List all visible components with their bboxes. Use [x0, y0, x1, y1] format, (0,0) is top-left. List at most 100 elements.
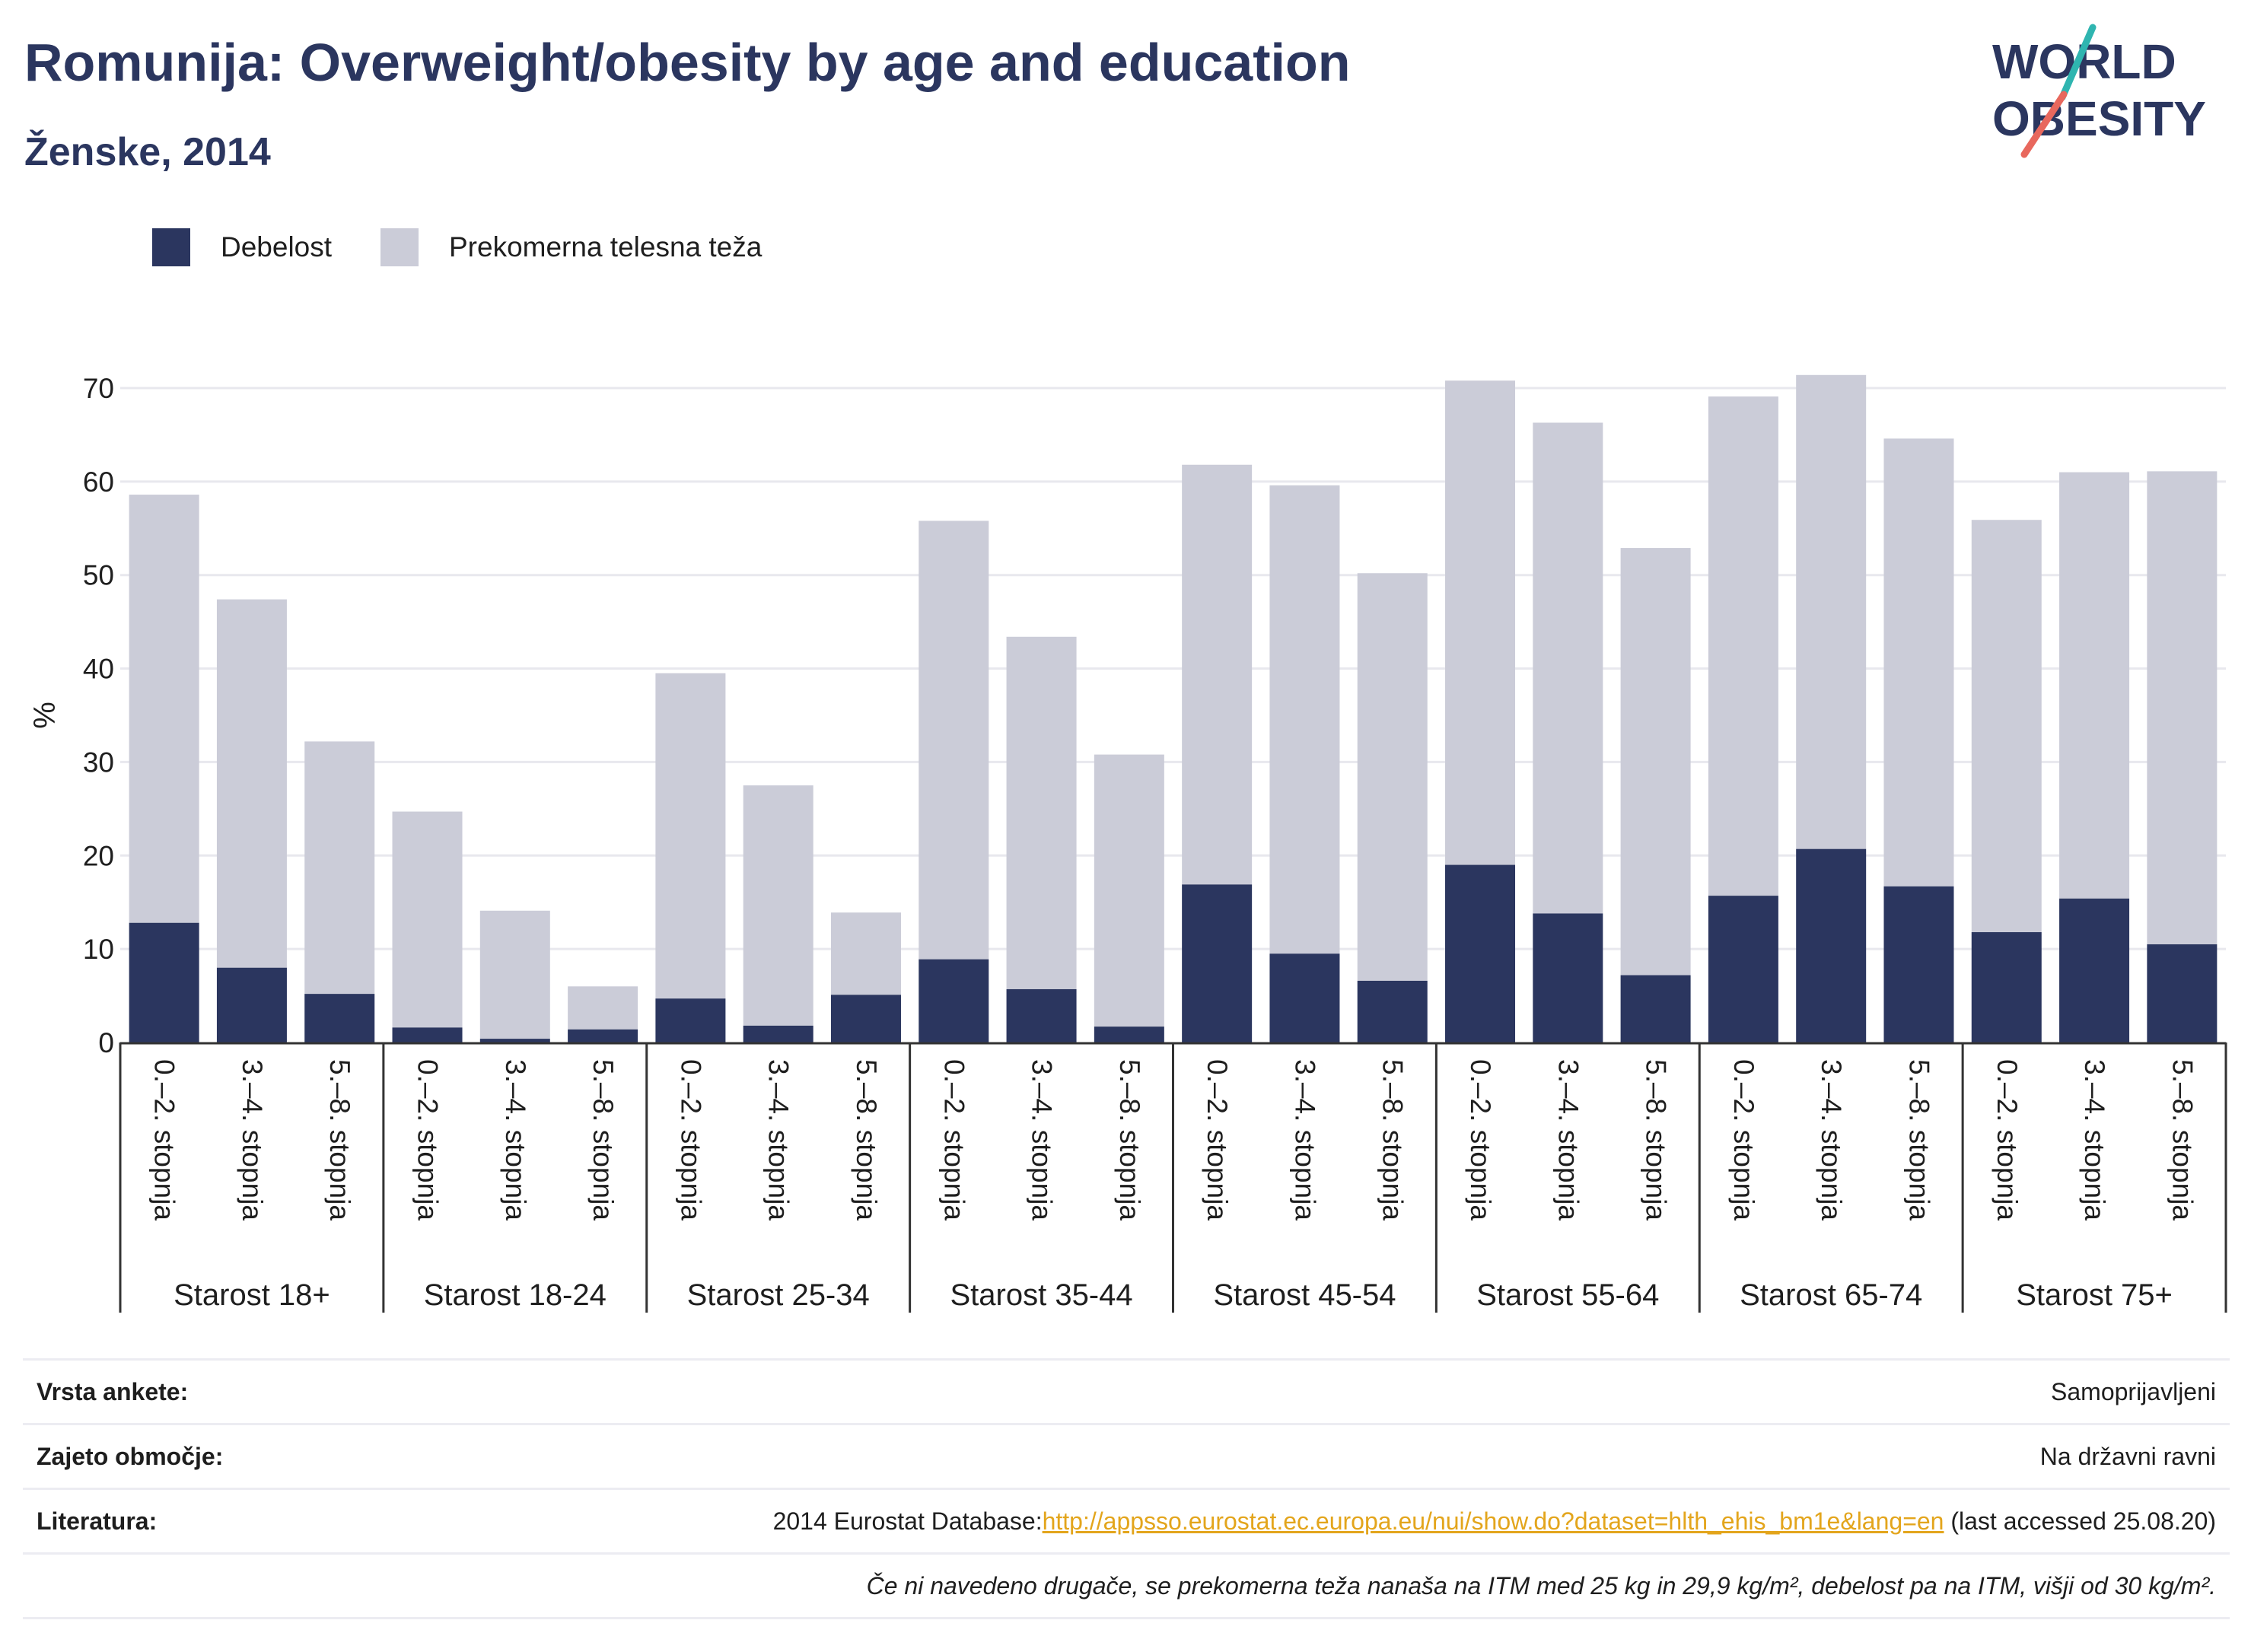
legend-label-debelost: Debelost — [221, 231, 333, 263]
bar-overweight — [655, 673, 726, 999]
x-tick-label: 0.–2. stopnja — [675, 1059, 706, 1221]
legend-swatch-prekomerna — [380, 228, 419, 266]
x-tick-label: 3.–4. stopnja — [1289, 1059, 1320, 1221]
y-tick-label-0: 0 — [98, 1027, 114, 1058]
x-tick-label: 0.–2. stopnja — [149, 1059, 180, 1221]
logo-slash-teal — [2058, 24, 2097, 101]
y-tick-label-40: 40 — [83, 654, 114, 685]
bar-overweight — [1971, 520, 2042, 933]
logo-slash-coral — [2020, 91, 2068, 158]
x-tick-label: 5.–8. stopnja — [1114, 1059, 1145, 1221]
x-tick-label: 5.–8. stopnja — [1641, 1059, 1672, 1221]
note-row: Če ni navedeno drugače, se prekomerna te… — [23, 1552, 2230, 1619]
y-axis-label: % — [28, 702, 62, 729]
x-tick-label: 3.–4. stopnja — [500, 1059, 531, 1221]
x-tick-label: 5.–8. stopnja — [2167, 1059, 2198, 1221]
x-tick-label: 3.–4. stopnja — [237, 1059, 268, 1221]
survey-type-value: Samoprijavljeni — [2051, 1378, 2216, 1405]
bar-overweight — [830, 912, 901, 995]
bar-obesity — [655, 998, 726, 1042]
bar-obesity — [1269, 953, 1340, 1042]
survey-type-row: Vrsta ankete: Samoprijavljeni — [23, 1358, 2230, 1423]
bar-obesity — [1883, 886, 1954, 1042]
bar-obesity — [392, 1027, 463, 1042]
x-tick-label: 5.–8. stopnja — [1903, 1059, 1934, 1221]
x-tick-label: 5.–8. stopnja — [1377, 1059, 1409, 1221]
group-label: Starost 35-44 — [950, 1278, 1132, 1312]
bar-overweight — [1796, 374, 1867, 849]
literature-value: 2014 Eurostat Database:http://appsso.eur… — [773, 1490, 2216, 1552]
bar-overweight — [1182, 464, 1253, 885]
x-tick-label: 3.–4. stopnja — [1027, 1059, 1058, 1221]
bar-obesity — [1620, 975, 1691, 1042]
definition-note: Če ni navedeno drugače, se prekomerna te… — [866, 1572, 2216, 1599]
survey-info-table: Vrsta ankete: Samoprijavljeni Zajeto obm… — [23, 1358, 2230, 1619]
bar-obesity — [830, 995, 901, 1042]
legend-label-prekomerna: Prekomerna telesna teža — [449, 231, 763, 263]
bar-overweight — [216, 599, 287, 968]
bar-overweight — [392, 811, 463, 1028]
bar-obesity — [1357, 980, 1428, 1042]
bar-overweight — [129, 495, 199, 923]
bar-obesity — [1533, 913, 1603, 1042]
bar-overweight — [1620, 548, 1691, 976]
x-tick-label: 0.–2. stopnja — [1728, 1059, 1759, 1221]
literature-prefix: 2014 Eurostat Database: — [772, 1507, 1043, 1535]
bar-overweight — [1533, 422, 1603, 914]
bar-overweight — [1445, 380, 1516, 865]
x-tick-label: 0.–2. stopnja — [1202, 1059, 1233, 1221]
x-tick-label: 5.–8. stopnja — [324, 1059, 355, 1221]
world-obesity-logo: WORLD OBESITY — [1992, 24, 2206, 158]
y-tick-label-30: 30 — [83, 746, 114, 778]
bar-obesity — [479, 1039, 550, 1042]
bar-overweight — [1269, 485, 1340, 954]
bar-overweight — [1094, 754, 1164, 1027]
y-tick-label-20: 20 — [83, 840, 114, 871]
bar-overweight — [919, 520, 989, 960]
group-label: Starost 75+ — [2016, 1278, 2173, 1312]
x-tick-label: 0.–2. stopnja — [412, 1059, 444, 1221]
y-tick-label-10: 10 — [83, 934, 114, 965]
bar-overweight — [1708, 396, 1778, 896]
bar-overweight — [304, 741, 375, 995]
x-tick-label: 3.–4. stopnja — [1552, 1059, 1584, 1221]
survey-type-label: Vrsta ankete: — [37, 1378, 189, 1405]
bar-obesity — [304, 994, 375, 1042]
group-label: Starost 65-74 — [1740, 1278, 1922, 1312]
literature-row: Literatura: 2014 Eurostat Database:http:… — [23, 1488, 2230, 1552]
y-tick-label-60: 60 — [83, 466, 114, 498]
bar-obesity — [1971, 932, 2042, 1042]
chart-title: Romunija: Overweight/obesity by age and … — [24, 33, 1351, 92]
legend-swatch-debelost — [152, 228, 190, 266]
y-tick-label-50: 50 — [83, 560, 114, 591]
logo-line-2: OBESITY — [1992, 91, 2206, 146]
group-label: Starost 45-54 — [1213, 1278, 1396, 1312]
bar-obesity — [216, 967, 287, 1042]
literature-link[interactable]: http://appsso.eurostat.ec.europa.eu/nui/… — [1042, 1507, 1944, 1535]
x-tick-label: 3.–4. stopnja — [2079, 1059, 2110, 1221]
x-tick-label: 0.–2. stopnja — [1465, 1059, 1496, 1221]
bar-obesity — [2147, 944, 2218, 1042]
bar-overweight — [1006, 636, 1077, 989]
group-label: Starost 18+ — [174, 1278, 330, 1312]
x-tick-label: 5.–8. stopnja — [851, 1059, 882, 1221]
group-label: Starost 25-34 — [687, 1278, 870, 1312]
bar-obesity — [1182, 884, 1253, 1042]
bar-obesity — [1094, 1027, 1164, 1042]
x-tick-label: 0.–2. stopnja — [1992, 1059, 2023, 1221]
y-tick-label-70: 70 — [83, 373, 114, 404]
bar-overweight — [1883, 438, 1954, 886]
literature-label: Literatura: — [37, 1507, 158, 1535]
bar-obesity — [1708, 896, 1778, 1042]
bar-obesity — [1445, 864, 1516, 1042]
bar-obesity — [2059, 898, 2130, 1042]
bar-overweight — [2059, 472, 2130, 899]
bar-obesity — [129, 922, 199, 1042]
bar-overweight — [2147, 471, 2218, 944]
x-tick-label: 0.–2. stopnja — [938, 1059, 969, 1221]
coverage-label: Zajeto območje: — [37, 1443, 224, 1470]
group-label: Starost 55-64 — [1476, 1278, 1659, 1312]
x-tick-label: 3.–4. stopnja — [1816, 1059, 1847, 1221]
bar-obesity — [1796, 848, 1867, 1042]
literature-suffix: (last accessed 25.08.20) — [1944, 1507, 2216, 1535]
